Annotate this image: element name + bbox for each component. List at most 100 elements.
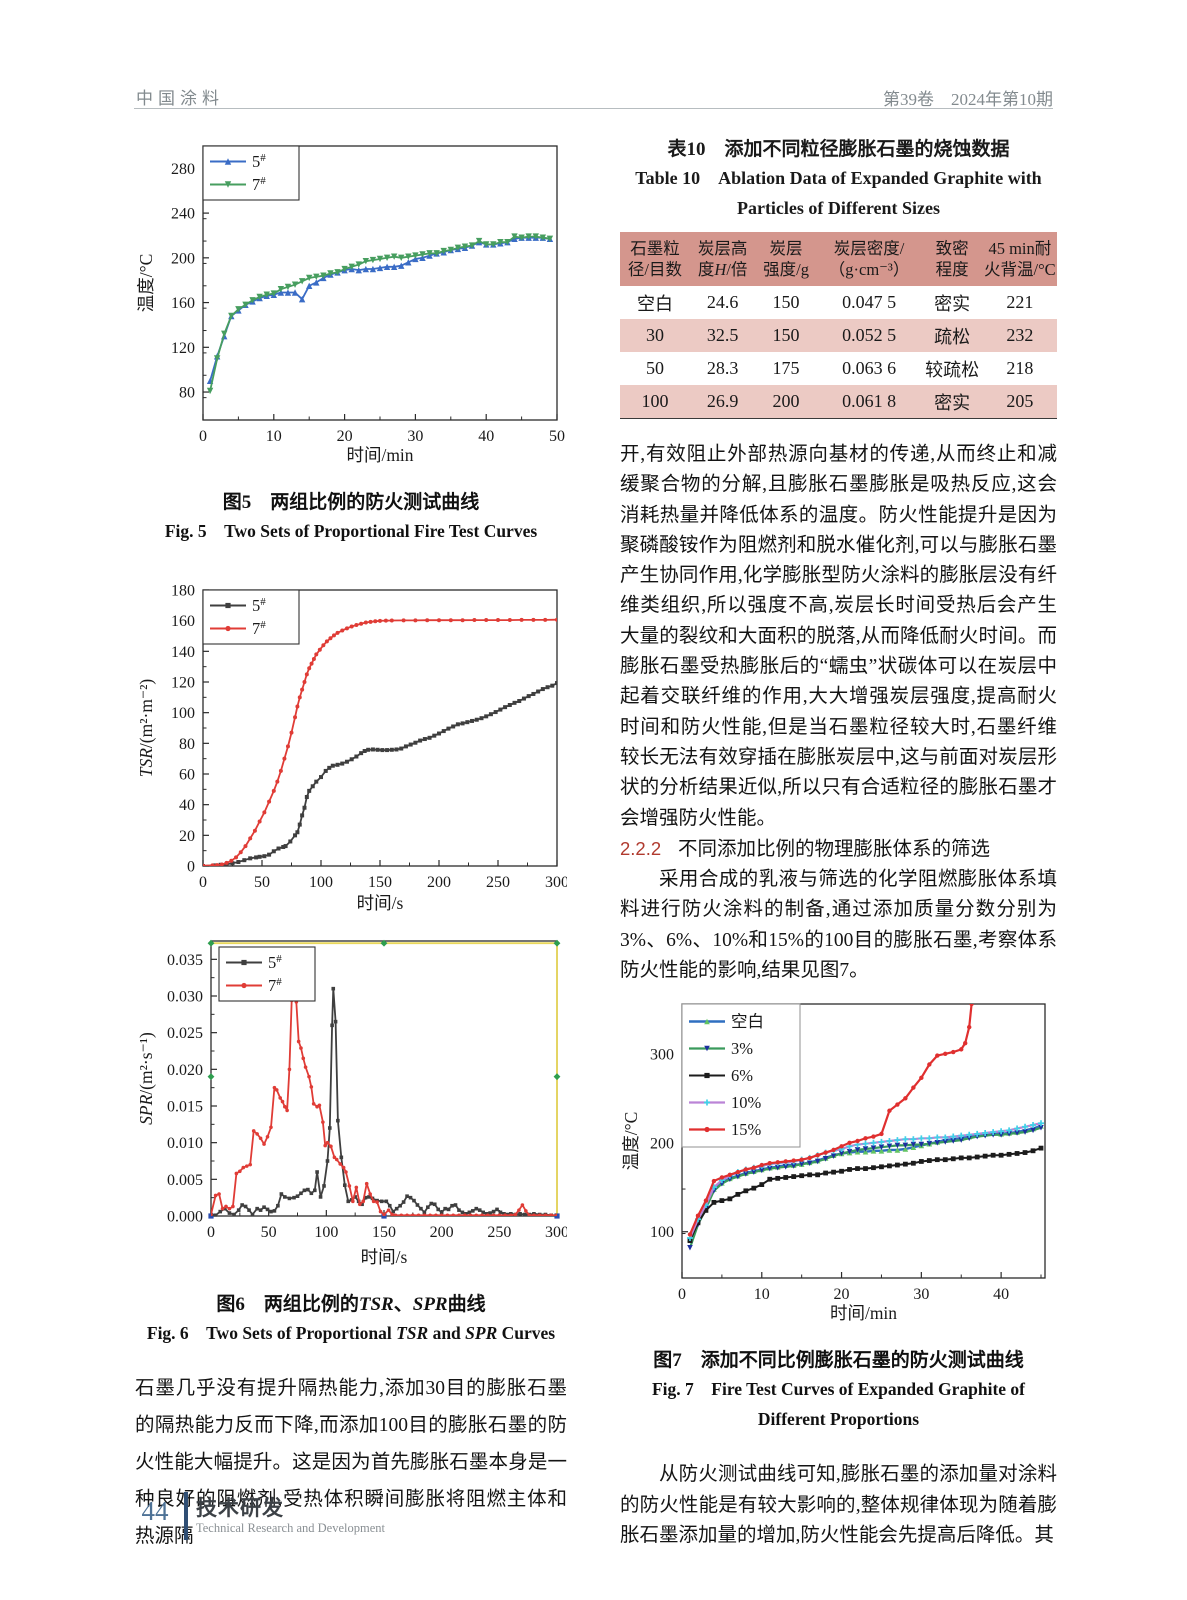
series-markers <box>203 681 557 866</box>
svg-text:0: 0 <box>187 859 195 876</box>
svg-text:5#: 5# <box>252 152 266 171</box>
svg-text:0: 0 <box>207 1224 215 1241</box>
footer-bar <box>184 1492 188 1540</box>
svg-text:160: 160 <box>171 613 195 630</box>
table-cell: 221 <box>1006 292 1034 312</box>
svg-text:7#: 7# <box>252 175 266 194</box>
svg-text:100: 100 <box>650 1225 674 1242</box>
svg-text:240: 240 <box>171 206 195 223</box>
svg-text:180: 180 <box>171 583 195 600</box>
svg-text:0: 0 <box>199 874 207 891</box>
table-cell: 232 <box>982 319 1057 352</box>
svg-text:空白: 空白 <box>731 1012 764 1031</box>
svg-text:280: 280 <box>171 161 195 178</box>
svg-text:20: 20 <box>337 428 353 445</box>
fig5-chart: 0 10 20 30 40 50 80 120 160 200 240 280 时间/min 温度/°C 5… <box>135 138 567 475</box>
svg-text:0.035: 0.035 <box>167 952 203 969</box>
svg-text:0.010: 0.010 <box>167 1135 203 1152</box>
svg-text:20: 20 <box>179 828 195 845</box>
svg-text:250: 250 <box>486 874 510 891</box>
svg-text:50: 50 <box>549 428 565 445</box>
y-axis-label: 温度/°C <box>136 254 156 313</box>
series-markers <box>203 617 557 866</box>
svg-text:300: 300 <box>545 1224 567 1241</box>
series-markers <box>687 1004 974 1237</box>
svg-text:30: 30 <box>913 1286 929 1303</box>
series-line <box>689 1147 1042 1242</box>
header-rule <box>134 108 1053 109</box>
series-group <box>686 1004 1045 1251</box>
section-heading: 2.2.2 不同添加比例的物理膨胀体系的筛选 <box>620 834 1057 865</box>
table-cell: 175 <box>772 358 800 378</box>
left-body-paragraph: 石墨几乎没有提升隔热能力,添加30目的膨胀石墨的隔热能力反而下降,而添加100目… <box>135 1378 567 1547</box>
fig7-plot: 0 10 20 30 40 100 200 300 时间/min 温度/°C 空白 3% 6% 10% 15… <box>621 1003 1046 1323</box>
series-markers <box>687 1146 1044 1244</box>
x-axis-label: 时间/s <box>357 893 404 913</box>
svg-text:40: 40 <box>993 1286 1009 1303</box>
table-row: 空白 24.6 150 0.047 5 密实 221 <box>620 286 1057 319</box>
table-cell: 较疏松 <box>925 359 980 380</box>
table-cell: 150 <box>772 292 800 312</box>
svg-text:0: 0 <box>678 1286 686 1303</box>
table-cell: 28.3 <box>706 358 739 378</box>
table-row: 50 28.3 175 0.063 6 较疏松 218 <box>620 352 1057 385</box>
fig6-spr-plot: 0 50 100 150 200 250 300 0.000 0.005 0.010 0.015 0.… <box>136 939 569 1267</box>
series-line <box>203 682 557 866</box>
fig5-caption-zh: 图5 两组比例的防火测试曲线 <box>222 492 480 513</box>
y-axis-label: TSR/(m²·m⁻²) <box>136 679 156 778</box>
table-cell: 150 <box>755 319 817 352</box>
x-axis-label: 时间/min <box>346 445 413 465</box>
svg-text:200: 200 <box>430 1224 454 1241</box>
right-body-paragraph-1: 开,有效阻止外部热源向基材的传递,从而终止和减缓聚合物的分解,且膨胀石墨膨胀是吸… <box>620 444 1057 829</box>
table-cell: 32.5 <box>689 319 756 352</box>
series-markers <box>211 986 557 1216</box>
svg-text:0.030: 0.030 <box>167 989 203 1006</box>
svg-text:250: 250 <box>487 1224 511 1241</box>
table-cell: 200 <box>755 385 817 419</box>
table-cell: 24.6 <box>706 292 739 312</box>
journal-name: 中国涂料 <box>136 89 224 108</box>
series-line <box>211 973 557 1216</box>
section-title: 不同添加比例的物理膨胀体系的筛选 <box>678 838 991 860</box>
table-cell: 30 <box>620 319 690 352</box>
fig6-caption-en: Fig. 6 Two Sets of Proportional TSR and … <box>146 1323 556 1343</box>
series-group <box>211 972 557 1216</box>
series-line <box>203 618 557 866</box>
svg-text:120: 120 <box>171 675 195 692</box>
axes: 0 50 100 150 200 250 300 0 20 40 60 80 100 120 140 160 1… <box>171 583 569 892</box>
fig7-caption-zh: 图7 添加不同比例膨胀石墨的防火测试曲线 <box>653 1350 1024 1372</box>
svg-text:15%: 15% <box>731 1120 762 1139</box>
section-number: 2.2.2 <box>620 837 662 859</box>
svg-text:40: 40 <box>179 797 195 814</box>
svg-text:5#: 5# <box>268 953 282 972</box>
right-column: 表10 添加不同粒径膨胀石墨的烧蚀数据 Table 10 Ablation Da… <box>620 120 1057 1551</box>
left-column: 0 10 20 30 40 50 80 120 160 200 240 280 时间/min 温度/°C 5… <box>135 120 569 1555</box>
svg-text:5#: 5# <box>252 596 266 615</box>
svg-text:150: 150 <box>368 874 392 891</box>
svg-text:0.025: 0.025 <box>167 1025 203 1042</box>
series-markers <box>206 233 554 395</box>
x-axis-label: 时间/min <box>830 1303 897 1323</box>
svg-text:60: 60 <box>179 767 195 784</box>
y-axis-label: 温度/°C <box>621 1112 641 1171</box>
svg-text:0.015: 0.015 <box>167 1099 203 1116</box>
svg-text:30: 30 <box>407 428 423 445</box>
table-cell: 空白 <box>636 293 673 314</box>
svg-text:200: 200 <box>427 874 451 891</box>
fig5-caption-en: Fig. 5 Two Sets of Proportional Fire Tes… <box>164 521 538 541</box>
table-cell: 0.052 5 <box>816 319 922 352</box>
svg-text:40: 40 <box>478 428 494 445</box>
table10: 石墨粒 径/目数 炭层高 度H/倍 炭层 强度/g 炭层密度/（g·cm⁻³） 致密 程度 45 … <box>620 232 1057 419</box>
table-row: 100 26.9 200 0.061 8 密实 205 <box>620 385 1057 419</box>
table-row: 30 32.5 150 0.052 5 疏松 232 <box>620 319 1057 352</box>
footer-section-en: Technical Research and Development <box>196 1521 385 1535</box>
svg-text:80: 80 <box>179 736 195 753</box>
chart-legend: 5#7# <box>202 145 300 201</box>
chart-legend: 5#7# <box>218 946 316 1002</box>
svg-text:7#: 7# <box>268 976 282 995</box>
series-group <box>206 233 554 395</box>
table-header-row: 石墨粒 径/目数 炭层高 度H/倍 炭层 强度/g 炭层密度/（g·cm⁻³） 致密 程度 45 … <box>620 232 1057 286</box>
svg-text:200: 200 <box>650 1136 674 1153</box>
chart-legend: 5#7# <box>202 589 300 645</box>
svg-text:0: 0 <box>199 428 207 445</box>
